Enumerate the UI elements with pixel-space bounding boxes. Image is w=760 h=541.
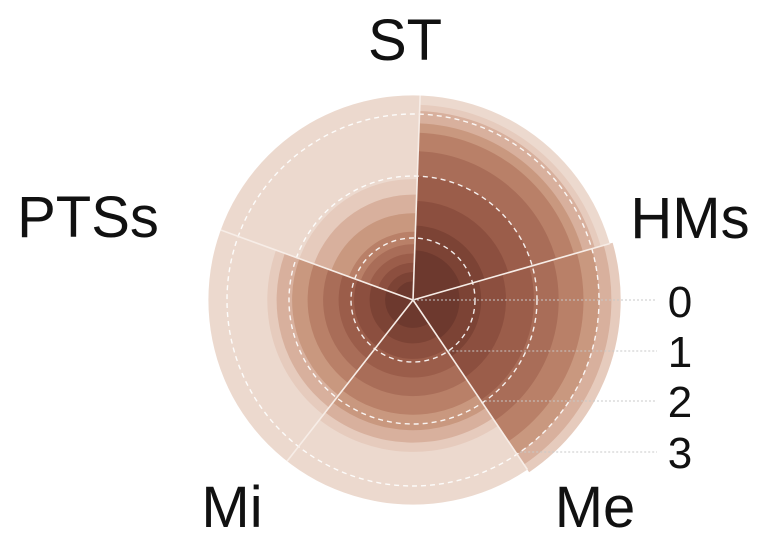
- sector-divider-0: [220, 229, 414, 301]
- sector-divider-4: [286, 299, 414, 462]
- radial-tick-label-2: 2: [668, 378, 692, 427]
- radial-tick-label-3: 3: [668, 429, 692, 478]
- category-label-st: ST: [368, 8, 442, 73]
- radial-tick-label-1: 1: [668, 328, 692, 377]
- chart-marks: [208, 95, 657, 505]
- sector-st-layer-8: [395, 281, 414, 300]
- sector-me-layer-8: [413, 287, 460, 339]
- sector-hms-layer-8: [413, 250, 461, 300]
- radial-tick-label-0: 0: [668, 278, 692, 327]
- category-label-ptss: PTSs: [17, 185, 159, 250]
- chart-labels: ST HMs Me Mi PTSs 0 1 2 3: [17, 8, 750, 540]
- category-label-hms: HMs: [630, 186, 749, 251]
- sector-divider-1: [412, 95, 421, 301]
- category-label-mi: Mi: [201, 475, 262, 540]
- category-label-me: Me: [555, 475, 636, 540]
- sector-ptss-layer-8: [385, 290, 413, 322]
- sector-divider-3: [412, 299, 529, 471]
- sector-divider-2: [412, 242, 610, 301]
- sector-mi-layer-8: [395, 300, 429, 328]
